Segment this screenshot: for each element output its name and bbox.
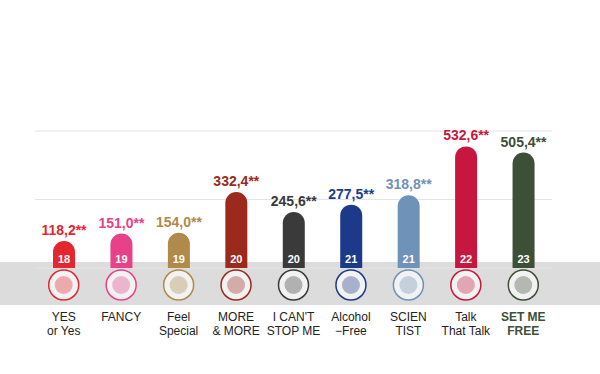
svg-text:YES: YES	[52, 310, 76, 324]
svg-text:505,4**: 505,4**	[501, 134, 547, 150]
svg-text:21: 21	[345, 253, 357, 265]
svg-text:23: 23	[517, 253, 529, 265]
svg-text:I CAN'T: I CAN'T	[273, 310, 315, 324]
svg-text:−Free: −Free	[335, 324, 367, 338]
svg-text:19: 19	[173, 253, 185, 265]
svg-text:20: 20	[288, 253, 300, 265]
svg-text:21: 21	[403, 253, 415, 265]
svg-text:Special: Special	[159, 324, 198, 338]
svg-text:318,8**: 318,8**	[386, 176, 432, 192]
svg-text:SCIEN: SCIEN	[390, 310, 427, 324]
svg-text:332,4**: 332,4**	[213, 173, 259, 189]
svg-text:118,2**: 118,2**	[41, 222, 87, 238]
svg-text:245,6**: 245,6**	[271, 193, 317, 209]
svg-text:FREE: FREE	[507, 324, 539, 338]
svg-text:SET ME: SET ME	[501, 310, 546, 324]
svg-text:19: 19	[115, 253, 127, 265]
svg-text:154,0**: 154,0**	[156, 214, 202, 230]
svg-text:& MORE: & MORE	[212, 324, 259, 338]
svg-text:Talk: Talk	[455, 310, 477, 324]
svg-text:151,0**: 151,0**	[98, 215, 144, 231]
svg-text:TIST: TIST	[395, 324, 422, 338]
svg-text:STOP ME: STOP ME	[267, 324, 321, 338]
svg-text:22: 22	[460, 253, 472, 265]
svg-text:Alcohol: Alcohol	[331, 310, 370, 324]
svg-text:Feel: Feel	[167, 310, 190, 324]
svg-text:or Yes: or Yes	[47, 324, 80, 338]
svg-text:18: 18	[58, 253, 70, 265]
svg-text:277,5**: 277,5**	[328, 186, 374, 202]
svg-text:FANCY: FANCY	[101, 310, 141, 324]
svg-text:532,6**: 532,6**	[443, 127, 489, 143]
svg-text:That Talk: That Talk	[442, 324, 491, 338]
svg-text:MORE: MORE	[218, 310, 254, 324]
svg-text:20: 20	[230, 253, 242, 265]
